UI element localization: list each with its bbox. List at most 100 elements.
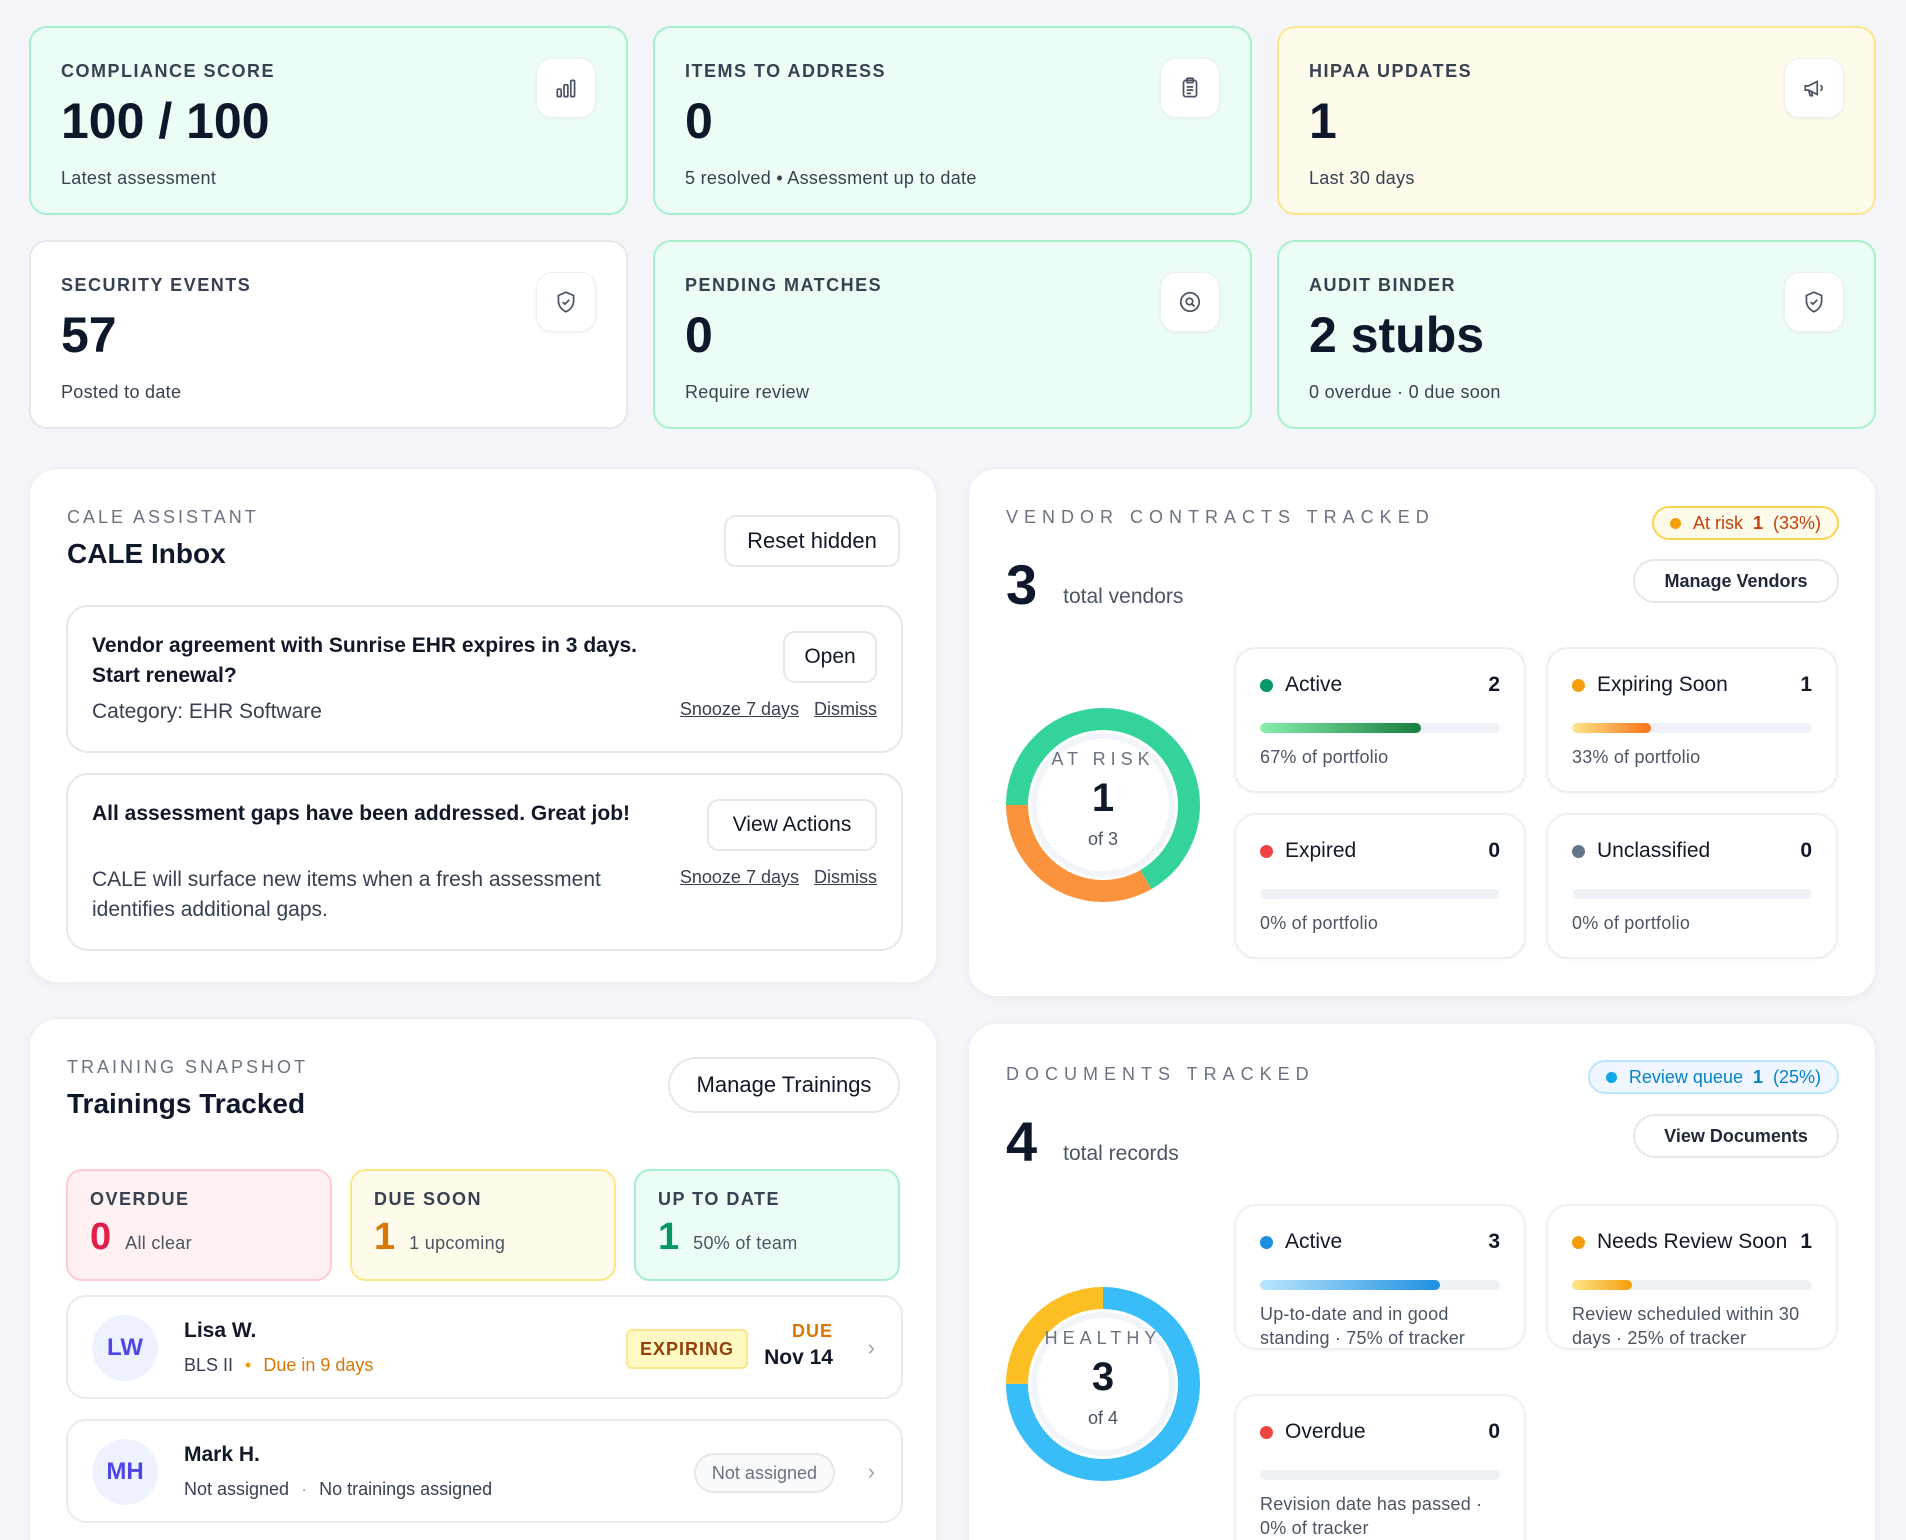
card-sub: 67% of portfolio <box>1260 747 1389 767</box>
snooze-link[interactable]: Snooze 7 days <box>679 699 799 719</box>
card-sub: Up-to-date and in good standing · 75% of… <box>1260 1304 1466 1348</box>
stat-sub: 0 overdue · 0 due soon <box>1309 382 1501 402</box>
donut-hole <box>1031 733 1175 877</box>
due-status: Due in 9 days <box>263 1355 374 1375</box>
course-name: BLS II <box>184 1355 234 1375</box>
separator-dot: • <box>245 1355 252 1375</box>
stat-sub: Posted to date <box>61 382 182 402</box>
chevron-right-icon: › <box>867 1335 875 1360</box>
person-meta: BLS II • Due in 9 days <box>184 1355 373 1376</box>
card-label: Expiring Soon <box>1597 673 1728 696</box>
not-assigned-badge: Not assigned <box>693 1453 835 1493</box>
document-card-overdue[interactable]: Overdue 0 Revision date has passed · 0% o… <box>1234 1394 1526 1540</box>
card-count: 1 <box>1800 1230 1812 1253</box>
donut-segment-needs-review-soon <box>1006 1287 1200 1481</box>
documents-donut-chart <box>1006 1287 1200 1481</box>
vendor-donut-chart <box>1006 708 1200 902</box>
status-dot <box>1605 1071 1617 1083</box>
inbox-item-links: Snooze 7 days Dismiss <box>670 699 877 720</box>
panel-title: CALE Inbox <box>67 538 226 569</box>
total-records-label: total records <box>1063 1142 1179 1165</box>
stat-label: SECURITY EVENTS <box>61 275 252 295</box>
document-card-active[interactable]: Active 3 Up-to-date and in good standing … <box>1234 1204 1526 1350</box>
status-dot <box>1260 1235 1273 1249</box>
badge-percent: (33%) <box>1772 512 1821 533</box>
manage-vendors-button[interactable]: Manage Vendors <box>1633 559 1839 603</box>
status-dot <box>1572 678 1585 692</box>
training-card-overdue[interactable]: OVERDUE 0 All clear <box>66 1169 332 1281</box>
shield-check-icon <box>1784 272 1844 332</box>
total-vendors-value: 3 <box>1006 553 1038 616</box>
panel-eyebrow: DOCUMENTS TRACKED <box>1006 1064 1315 1084</box>
donut-value: 1 <box>1091 776 1115 820</box>
stat-sub: Last 30 days <box>1309 168 1415 188</box>
dismiss-link[interactable]: Dismiss <box>814 699 877 719</box>
status-dot <box>1572 1235 1585 1249</box>
inbox-item-desc: Category: EHR Software <box>92 700 322 723</box>
stat-value: 57 <box>61 307 117 363</box>
training-card-due-soon[interactable]: DUE SOON 1 1 upcoming <box>350 1169 616 1281</box>
card-label: Active <box>1285 673 1343 696</box>
document-card-needs-review-soon[interactable]: Needs Review Soon 1 Review scheduled with… <box>1546 1204 1838 1350</box>
status-dot <box>1669 517 1681 529</box>
panel-title: Trainings Tracked <box>67 1088 306 1119</box>
training-person-row[interactable]: LW Lisa W. BLS II • Due in 9 days EXPIRI… <box>66 1295 903 1399</box>
vendor-card-expiring-soon[interactable]: Expiring Soon 1 33% of portfolio <box>1546 647 1838 793</box>
inbox-item-title: All assessment gaps have been addressed.… <box>92 802 631 825</box>
donut-center: HEALTHY 3 of 4 <box>1005 1328 1201 1429</box>
status-dot <box>1260 1425 1273 1439</box>
card-count: 0 <box>1800 839 1812 862</box>
search-icon <box>1160 272 1220 332</box>
dismiss-link[interactable]: Dismiss <box>814 867 877 887</box>
card-sub: Revision date has passed · 0% of tracker <box>1260 1494 1483 1538</box>
status-dot <box>1260 678 1273 692</box>
course-name: Not assigned <box>184 1479 290 1499</box>
vendor-card-unclassified[interactable]: Unclassified 0 0% of portfolio <box>1546 813 1838 959</box>
stat-label: PENDING MATCHES <box>685 275 883 295</box>
training-person-row[interactable]: MH Mark H. Not assigned · No trainings a… <box>66 1419 903 1523</box>
separator-dot: · <box>301 1479 308 1499</box>
card-count: 3 <box>1488 1230 1500 1253</box>
card-sub: 50% of team <box>693 1233 798 1253</box>
total-vendors-label: total vendors <box>1063 585 1184 608</box>
stat-value: 0 <box>685 93 713 149</box>
card-label: DUE SOON <box>374 1189 483 1209</box>
person-name: Mark H. <box>184 1443 260 1466</box>
view-actions-button[interactable]: View Actions <box>707 799 877 851</box>
vendor-card-expired[interactable]: Expired 0 0% of portfolio <box>1234 813 1526 959</box>
card-label: Expired <box>1285 839 1357 862</box>
stat-label: HIPAA UPDATES <box>1309 61 1473 81</box>
open-button[interactable]: Open <box>783 631 877 683</box>
stat-card-items-to-address: ITEMS TO ADDRESS 0 5 resolved • Assessme… <box>653 26 1252 215</box>
progress-bar <box>1260 1470 1500 1480</box>
stat-label: ITEMS TO ADDRESS <box>685 61 887 81</box>
manage-trainings-button[interactable]: Manage Trainings <box>668 1057 900 1113</box>
card-sub: 0% of portfolio <box>1260 913 1379 933</box>
progress-fill <box>1260 723 1421 733</box>
avatar: MH <box>92 1439 158 1505</box>
view-documents-button[interactable]: View Documents <box>1633 1114 1839 1158</box>
training-card-up-to-date[interactable]: UP TO DATE 1 50% of team <box>634 1169 900 1281</box>
snooze-link[interactable]: Snooze 7 days <box>679 867 799 887</box>
badge-percent: (25%) <box>1772 1066 1821 1087</box>
progress-bar <box>1572 1280 1812 1290</box>
documents-tracked-panel: DOCUMENTS TRACKED Review queue 1 (25%) V… <box>968 1023 1876 1540</box>
vendor-card-active[interactable]: Active 2 67% of portfolio <box>1234 647 1526 793</box>
panel-eyebrow: VENDOR CONTRACTS TRACKED <box>1006 507 1435 527</box>
donut-hole <box>1031 1312 1175 1456</box>
avatar: LW <box>92 1315 158 1381</box>
donut-value: 3 <box>1091 1355 1115 1399</box>
at-risk-badge: At risk 1 (33%) <box>1651 506 1839 540</box>
status-dot <box>1572 844 1585 858</box>
reset-hidden-button[interactable]: Reset hidden <box>724 515 900 567</box>
due-date: Nov 14 <box>764 1346 833 1369</box>
person-name: Lisa W. <box>184 1319 257 1342</box>
shield-icon <box>536 272 596 332</box>
stat-value: 100 / 100 <box>61 93 270 149</box>
card-label: OVERDUE <box>90 1189 190 1209</box>
card-label: UP TO DATE <box>658 1189 781 1209</box>
stat-card-audit-binder: AUDIT BINDER 2 stubs 0 overdue · 0 due s… <box>1277 240 1876 429</box>
inbox-item-links: Snooze 7 days Dismiss <box>670 867 877 888</box>
stat-card-security-events: SECURITY EVENTS 57 Posted to date <box>29 240 628 429</box>
stat-label: COMPLIANCE SCORE <box>61 61 276 81</box>
